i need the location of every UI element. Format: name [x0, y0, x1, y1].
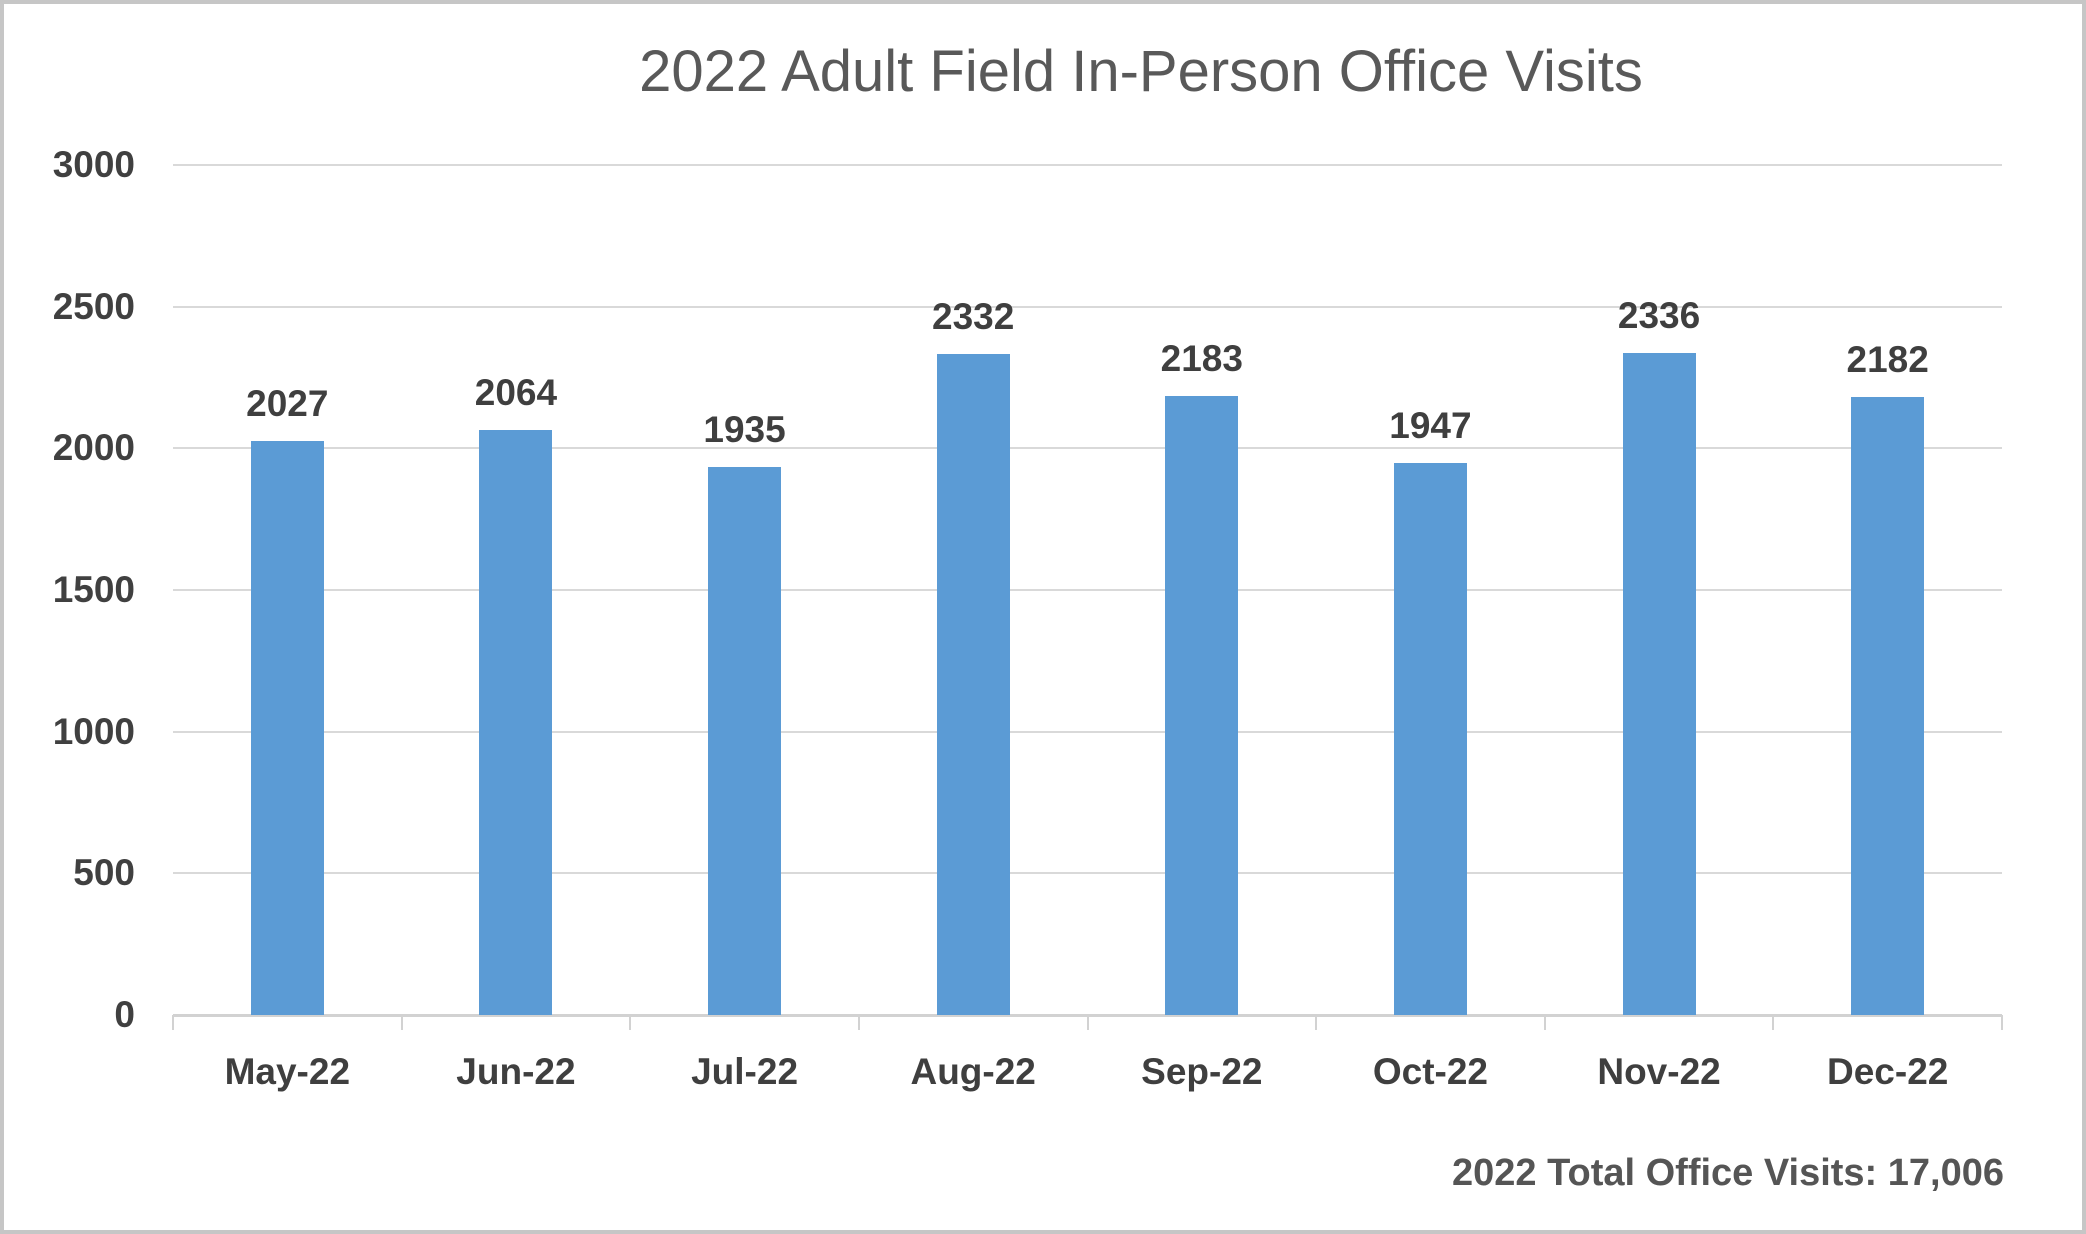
y-axis-tick-label: 0	[114, 994, 135, 1035]
bar-value-label: 2064	[474, 372, 558, 414]
x-axis-tick	[2001, 1015, 2003, 1030]
y-axis-tick-label: 2000	[52, 427, 135, 469]
bar-value-label: 2183	[1160, 338, 1243, 380]
bar	[479, 430, 553, 1015]
bar	[936, 354, 1010, 1015]
plot-area: 0 500 1000 1500 2000 2500 3000 2027 May-22 2064 Ju…	[53, 144, 2003, 1092]
bar-value-label: 1947	[1389, 405, 1472, 447]
bar	[1851, 396, 1925, 1015]
x-axis-tick-label: Oct-22	[1372, 1051, 1489, 1092]
bar-value-label: 2336	[1617, 295, 1701, 337]
x-axis-tick	[400, 1015, 403, 1030]
bar	[708, 466, 782, 1015]
chart-title: 2022 Adult Field In-Person Office Visits	[639, 39, 1643, 104]
x-axis-tick-label: Nov-22	[1597, 1051, 1721, 1092]
x-axis-tick	[172, 1015, 174, 1030]
x-axis-tick	[1086, 1015, 1089, 1030]
x-axis-tick	[1772, 1015, 1775, 1030]
y-axis-tick-label: 500	[73, 852, 135, 894]
y-axis-tick-label: 2500	[52, 285, 135, 327]
total-annotation: 2022 Total Office Visits: 17,006	[1452, 1152, 2004, 1194]
bar	[1165, 396, 1239, 1015]
bar	[250, 440, 324, 1015]
gridline	[173, 164, 2002, 166]
x-axis-tick-label: Sep-22	[1141, 1051, 1263, 1092]
x-axis-tick-label: Aug-22	[910, 1051, 1036, 1092]
x-axis-tick-label: May-22	[224, 1051, 351, 1092]
x-axis-tick-label: Jun-22	[456, 1051, 576, 1092]
y-axis-tick-label: 3000	[52, 144, 135, 185]
x-axis-tick	[1543, 1015, 1546, 1030]
x-axis-tick-label: Jul-22	[691, 1051, 799, 1092]
gridline	[173, 589, 2002, 591]
x-axis-tick	[857, 1015, 860, 1030]
x-axis-tick-label: Dec-22	[1827, 1051, 1949, 1092]
gridline	[173, 305, 2002, 308]
bar-value-label: 1935	[703, 408, 786, 450]
y-axis-tick-label: 1500	[52, 569, 135, 610]
x-axis-tick	[629, 1015, 632, 1030]
gridline	[173, 447, 2002, 450]
gridline	[173, 730, 2002, 733]
gridline	[173, 872, 2002, 875]
bar-value-label: 2027	[246, 382, 329, 424]
y-axis-tick-label: 1000	[52, 710, 135, 752]
bar-value-label: 2182	[1846, 338, 1929, 380]
bar	[1622, 353, 1696, 1015]
x-axis-tick	[1315, 1015, 1318, 1030]
bar-value-label: 2332	[932, 296, 1015, 338]
bar	[1393, 463, 1467, 1015]
